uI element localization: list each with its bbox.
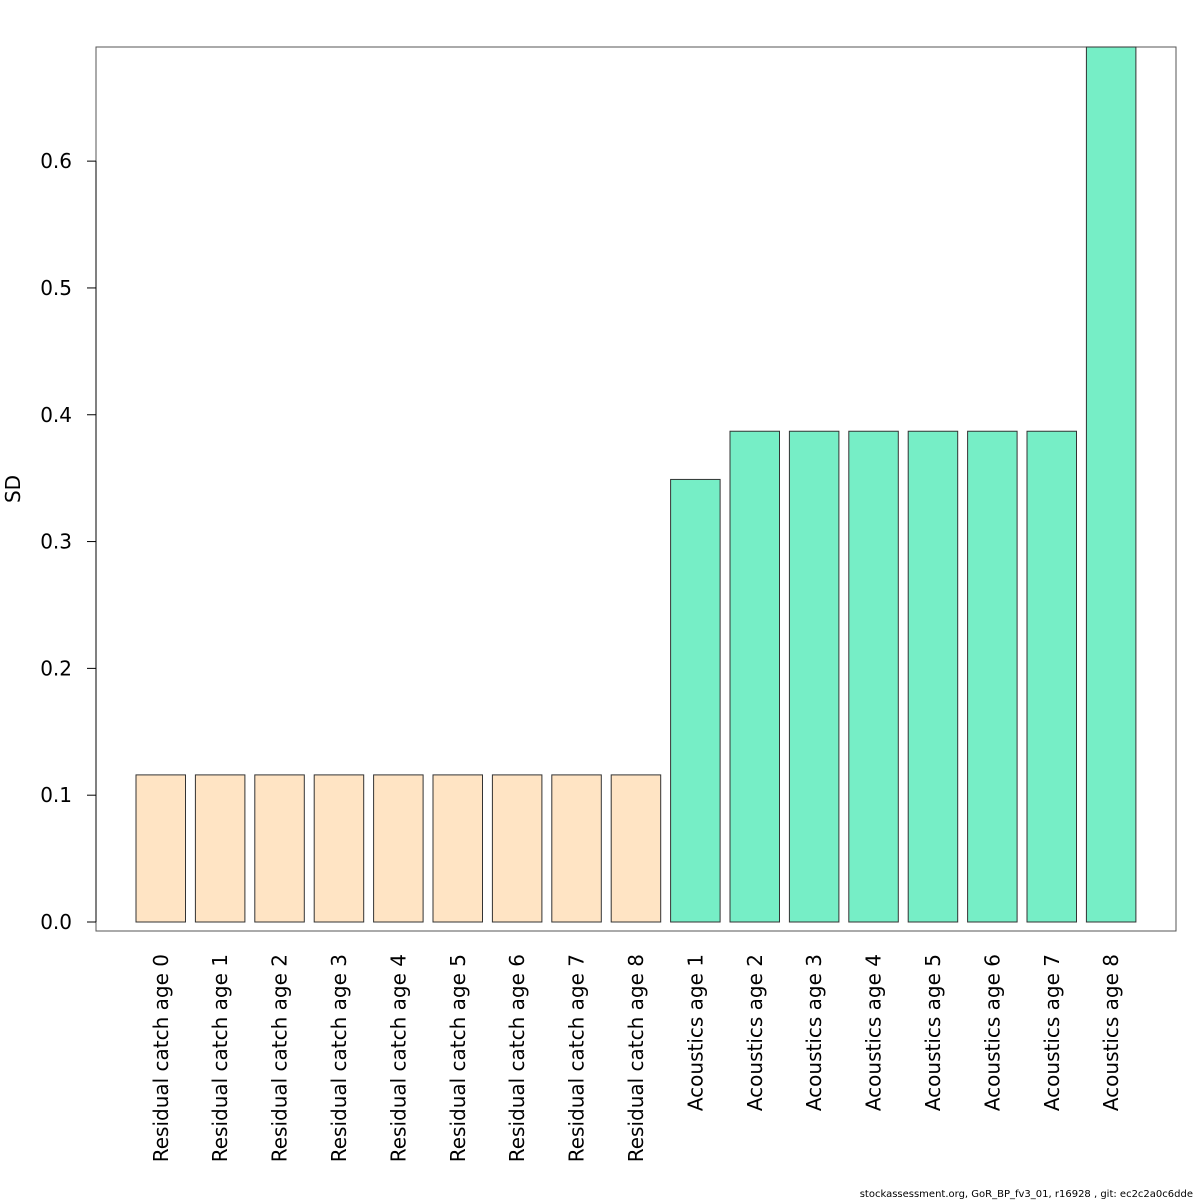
footer-text: stockassessment.org, GoR_BP_fv3_01, r169… [860, 1189, 1193, 1200]
bar-14 [907, 430, 959, 923]
x-tick-label-1: Residual catch age 0 [149, 954, 173, 1162]
x-tick-label-15: Acoustics age 6 [980, 954, 1004, 1111]
x-tick-label-3: Residual catch age 2 [268, 954, 292, 1162]
bar-5 [373, 774, 424, 923]
y-tick-label-3: 0.3 [40, 530, 72, 554]
y-tick-label-2: 0.2 [40, 656, 72, 680]
y-tick-label-5: 0.5 [40, 276, 72, 300]
x-tick-label-9: Residual catch age 8 [624, 954, 648, 1162]
y-tick-label-1: 0.1 [40, 783, 72, 807]
bar-17 [1085, 46, 1137, 923]
x-tick-label-7: Residual catch age 6 [505, 954, 529, 1162]
x-tick-label-8: Residual catch age 7 [565, 954, 589, 1162]
x-axis-labels: Residual catch age 0 Residual catch age 1… [149, 954, 1123, 1162]
bars [135, 46, 1137, 923]
x-tick-label-11: Acoustics age 2 [743, 954, 767, 1111]
y-tick-label-0: 0.0 [40, 910, 72, 934]
bar-15 [967, 430, 1018, 923]
y-tick-label-6: 0.6 [40, 149, 72, 173]
x-tick-label-4: Residual catch age 3 [327, 954, 351, 1162]
bar-6 [432, 774, 483, 923]
x-tick-label-6: Residual catch age 5 [446, 954, 470, 1162]
bar-3 [254, 774, 305, 923]
y-axis: 0.0 0.1 0.2 0.3 0.4 0.5 0.6 [40, 149, 97, 934]
x-tick-label-10: Acoustics age 1 [683, 954, 707, 1111]
x-tick-label-16: Acoustics age 7 [1040, 954, 1064, 1111]
y-tick-label-4: 0.4 [40, 403, 72, 427]
x-tick-label-5: Residual catch age 4 [386, 954, 410, 1162]
bar-11 [729, 430, 780, 923]
x-tick-label-2: Residual catch age 1 [208, 954, 232, 1162]
x-tick-label-13: Acoustics age 4 [862, 954, 886, 1111]
bar-16 [1026, 430, 1077, 923]
y-axis-title: SD [1, 475, 25, 503]
bar-8 [551, 774, 602, 923]
bar-4 [313, 774, 365, 923]
bar-12 [788, 430, 840, 923]
x-tick-label-14: Acoustics age 5 [921, 954, 945, 1111]
x-tick-label-17: Acoustics age 8 [1099, 954, 1123, 1111]
bar-9 [610, 774, 662, 923]
bar-1 [135, 774, 186, 923]
x-tick-label-12: Acoustics age 3 [802, 954, 826, 1111]
bar-13 [848, 430, 899, 923]
bar-2 [194, 774, 246, 923]
bar-10 [670, 478, 721, 923]
bar-7 [491, 774, 543, 923]
